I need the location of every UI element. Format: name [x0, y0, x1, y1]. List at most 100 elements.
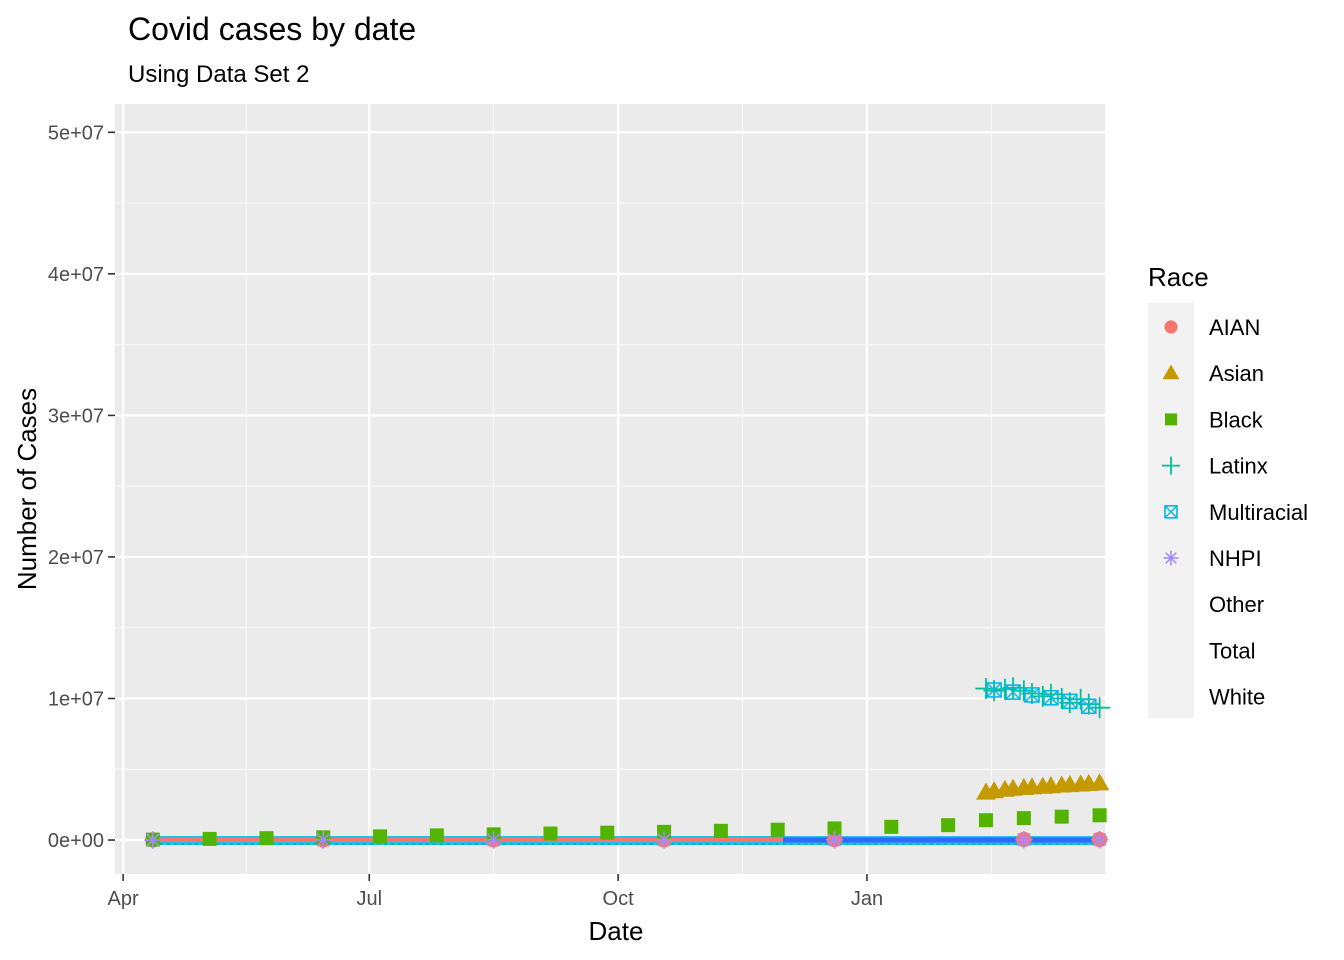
point-black [202, 831, 217, 846]
point-nhpi-ray [657, 833, 671, 847]
y-tick-label: 4e+07 [48, 264, 104, 286]
point-black [1092, 808, 1107, 823]
legend-key-asian-shape [1162, 364, 1180, 380]
x-tick-label: Jul [356, 888, 382, 910]
point-black [884, 819, 899, 834]
legend-key-latinx-shape [1162, 456, 1180, 475]
legend-label-asian: Asian [1209, 361, 1264, 386]
legend-key-nhpi-shape [1163, 550, 1179, 566]
point-black [941, 818, 956, 833]
point-multiracial [986, 682, 1002, 698]
point-black [1016, 811, 1031, 826]
point-multiracial-d2 [1062, 693, 1078, 709]
point-black [259, 831, 274, 846]
point-black [1054, 809, 1069, 824]
point-multiracial-d2 [1081, 698, 1097, 714]
point-black [713, 823, 728, 838]
point-nhpi [144, 831, 162, 849]
point-multiracial-box [1043, 689, 1059, 706]
y-axis-label: Number of Cases [12, 388, 42, 590]
legend: Race AIAN Asian Black Latinx Multiracial NHPI… [1148, 262, 1308, 718]
point-multiracial-d2 [986, 682, 1002, 698]
point-nhpi-ray [1017, 832, 1031, 847]
point-nhpi-ray [827, 833, 842, 847]
legend-key-black-shape [1165, 413, 1177, 426]
point-multiracial-d2 [1024, 687, 1040, 703]
point-black [827, 821, 842, 836]
point-black [600, 825, 615, 840]
point-nhpi [485, 831, 503, 849]
legend-key-black [1165, 413, 1177, 426]
y-tick-label: 0e+00 [48, 830, 104, 852]
baseline-cluster [152, 836, 1100, 846]
point-black [770, 822, 785, 837]
point-multiracial-box [986, 682, 1002, 698]
point-black [543, 826, 558, 841]
point-nhpi [655, 831, 673, 849]
legend-key-multiracial-shape-d2 [1164, 505, 1178, 519]
x-tick-label: Oct [603, 888, 635, 910]
point-nhpi-ray [146, 833, 160, 847]
y-tick-label: 3e+07 [48, 405, 104, 427]
legend-title: Race [1148, 262, 1209, 292]
point-multiracial-box [1062, 693, 1078, 710]
legend-label-aian: AIAN [1209, 315, 1260, 340]
point-latinx [1013, 680, 1035, 702]
y-tick-label: 5e+07 [48, 122, 104, 144]
x-tick-label: Apr [108, 888, 139, 910]
point-multiracial [1005, 684, 1021, 700]
point-black [373, 829, 388, 844]
legend-key-multiracial-shape-box [1164, 504, 1178, 519]
point-black [429, 828, 444, 843]
chart-subtitle: Using Data Set 2 [128, 61, 309, 88]
point-multiracial-box [1024, 687, 1040, 703]
y-tick-label: 1e+07 [48, 688, 104, 710]
legend-label-total: Total [1209, 638, 1255, 663]
point-multiracial-box [1005, 684, 1021, 700]
x-axis: Apr Jul Oct Jan [108, 874, 883, 910]
point-latinx [1089, 697, 1111, 719]
legend-key-multiracial [1164, 504, 1178, 519]
y-tick-label: 2e+07 [48, 547, 104, 569]
x-axis-label: Date [589, 916, 644, 946]
point-multiracial-d2 [1005, 684, 1021, 700]
point-multiracial [1024, 687, 1040, 703]
legend-label-nhpi: NHPI [1209, 546, 1262, 571]
point-multiracial [1062, 693, 1078, 710]
legend-key-aian-shape [1164, 320, 1178, 334]
point-multiracial-d2 [1043, 690, 1059, 706]
point-latinx [1051, 687, 1073, 709]
grid-lines [115, 104, 1105, 874]
legend-key-asian [1162, 364, 1180, 380]
point-nhpi-ray [486, 833, 501, 847]
point-nhpi-ray [316, 833, 330, 847]
legend-label-other: Other [1209, 592, 1264, 617]
series-asian [976, 773, 1110, 800]
point-nhpi [825, 831, 844, 849]
legend-key-multiracial-shape [1164, 504, 1178, 519]
point-multiracial-box [1080, 698, 1097, 715]
legend-key-nhpi [1163, 550, 1179, 566]
legend-label-black: Black [1209, 407, 1264, 432]
plot-panel [115, 104, 1105, 874]
point-nhpi [314, 831, 332, 849]
point-latinx [994, 678, 1016, 700]
x-tick-label: Jan [851, 888, 883, 910]
legend-key-aian [1164, 320, 1178, 334]
point-multiracial [1043, 689, 1059, 706]
series-multiracial [986, 682, 1097, 715]
legend-key-latinx [1162, 456, 1180, 475]
point-multiracial [1080, 698, 1097, 715]
data-marks [144, 677, 1111, 849]
legend-label-multiracial: Multiracial [1209, 500, 1308, 525]
point-asian [1089, 773, 1110, 791]
point-nhpi [1015, 830, 1033, 849]
legend-label-latinx: Latinx [1209, 454, 1268, 479]
point-black [978, 813, 993, 828]
legend-key-nhpi-shape-ray [1165, 552, 1177, 564]
point-nhpi-ray [1092, 832, 1107, 847]
legend-label-white: White [1209, 685, 1265, 710]
series-nhpi [144, 830, 1109, 849]
point-nhpi [1090, 830, 1109, 849]
